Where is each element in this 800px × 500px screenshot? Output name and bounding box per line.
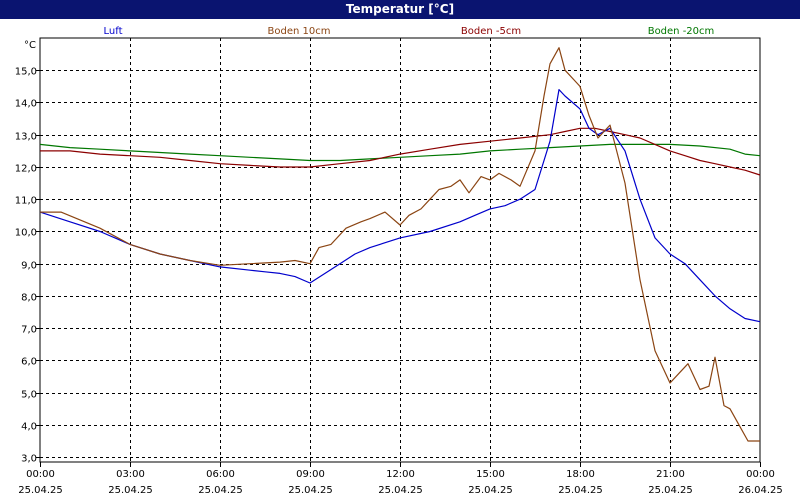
series-line-boden-20cm: [39, 143, 761, 162]
x-tick-time-label: 03:00: [116, 469, 145, 480]
x-tick-time-label: 15:00: [476, 469, 505, 480]
y-axis-label: °C: [24, 40, 36, 51]
x-tick-time-label: 12:00: [386, 469, 415, 480]
x-tick-date-label: 25.04.25: [468, 485, 513, 496]
y-tick-label: 14,0: [15, 99, 37, 110]
grid-layer: [39, 37, 761, 463]
x-tick-time-label: 09:00: [296, 469, 325, 480]
y-tick-label: 11,0: [15, 196, 37, 207]
legend-entry: Boden -5cm: [461, 26, 521, 37]
x-tick-date-label: 25.04.25: [648, 485, 693, 496]
y-tick-label: 4,0: [21, 422, 37, 433]
y-tick-label: 8,0: [21, 293, 37, 304]
x-tick-time-label: 00:00: [746, 469, 775, 480]
x-tick-date-label: 25.04.25: [288, 485, 333, 496]
y-tick-label: 7,0: [21, 325, 37, 336]
x-tick-date-label: 25.04.25: [378, 485, 423, 496]
chart-title: Temperatur [°C]: [345, 2, 455, 16]
y-tick-label: 12,0: [15, 164, 37, 175]
x-tick-time-label: 00:00: [26, 469, 55, 480]
series-line-luft: [39, 88, 761, 323]
series-line-boden-10cm: [40, 47, 760, 442]
x-tick-time-label: 18:00: [566, 469, 595, 480]
legend-entry: Boden -20cm: [648, 26, 715, 37]
x-tick-date-label: 25.04.25: [198, 485, 243, 496]
axis-layer: 3,0 4,0 5,0 6,0 7,0 8,0 9,0 10,0 11,0 12,0 13,0 14,…: [15, 40, 783, 496]
x-tick-date-label: 25.04.25: [108, 485, 153, 496]
chart-title-bar: Temperatur [°C]: [0, 0, 800, 19]
y-tick-label: 6,0: [21, 357, 37, 368]
x-tick-date-label: 25.04.25: [558, 485, 603, 496]
y-tick-label: 15,0: [15, 67, 37, 78]
series-layer: [39, 47, 761, 442]
x-tick-time-label: 06:00: [206, 469, 235, 480]
x-tick-date-label: 25.04.25: [18, 485, 63, 496]
legend-entry: Luft: [104, 26, 123, 37]
y-tick-label: 9,0: [21, 261, 37, 272]
series-line-boden-5cm: [40, 127, 761, 176]
legend: Luft Boden 10cm Boden -5cm Boden -20cm: [104, 26, 715, 37]
x-tick-time-label: 21:00: [656, 469, 685, 480]
x-tick-date-label: 26.04.25: [738, 485, 783, 496]
legend-entry: Boden 10cm: [268, 26, 331, 37]
y-tick-label: 3,0: [21, 454, 37, 465]
y-tick-label: 5,0: [21, 390, 37, 401]
y-tick-label: 13,0: [15, 132, 37, 143]
y-tick-label: 10,0: [15, 228, 37, 239]
